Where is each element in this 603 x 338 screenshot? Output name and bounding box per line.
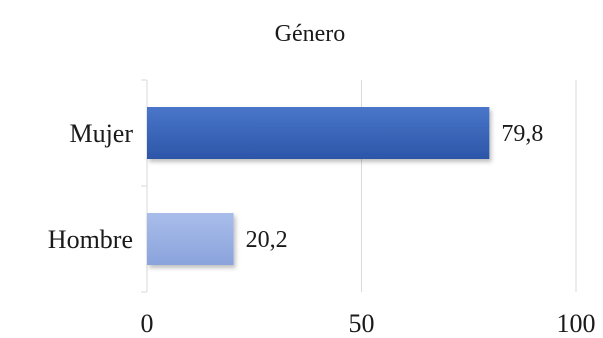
category-labels: Mujer Hombre bbox=[48, 119, 134, 254]
bar-hombre bbox=[147, 213, 234, 265]
value-label-mujer: 79,8 bbox=[501, 121, 543, 147]
value-label-hombre: 20,2 bbox=[246, 227, 288, 253]
bar-mujer bbox=[147, 107, 490, 159]
x-tick-label-100: 100 bbox=[557, 309, 596, 338]
x-tick-label-50: 50 bbox=[349, 309, 375, 338]
bars bbox=[147, 107, 490, 265]
value-labels: 79,8 20,2 bbox=[246, 121, 544, 253]
chart-title: Género bbox=[275, 21, 346, 47]
category-label-mujer: Mujer bbox=[69, 119, 133, 148]
category-axis bbox=[141, 79, 148, 293]
category-label-hombre: Hombre bbox=[48, 225, 133, 254]
x-tick-labels: 0 50 100 bbox=[141, 309, 596, 338]
x-tick-label-0: 0 bbox=[141, 309, 154, 338]
